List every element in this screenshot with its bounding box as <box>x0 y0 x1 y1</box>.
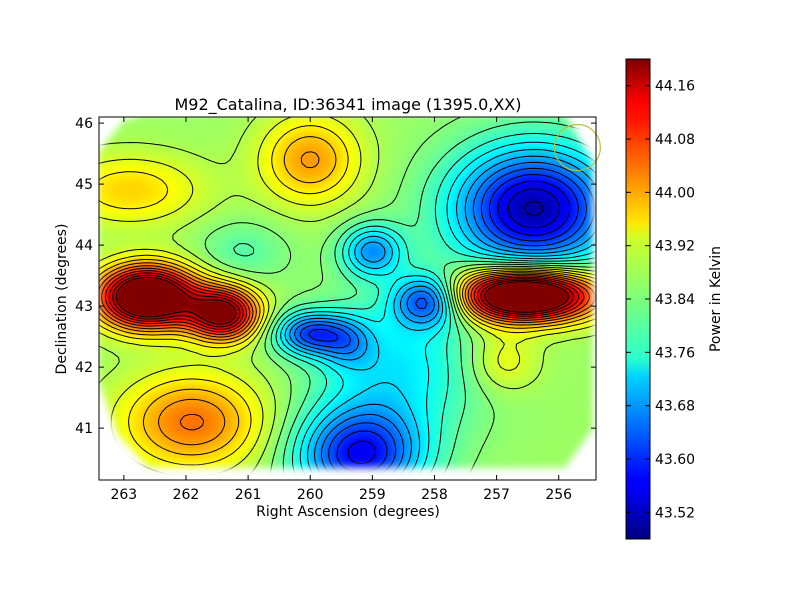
x-axis: 263 262 261 260 259 258 257 256 <box>110 117 572 503</box>
contour-line <box>284 149 596 480</box>
x-tick-label: 262 <box>173 487 200 503</box>
colorbar-tick-label: 44.16 <box>655 79 695 95</box>
contour-line <box>524 201 544 216</box>
contour-line <box>308 174 579 474</box>
contour-line <box>289 155 596 480</box>
contour-line <box>108 272 580 330</box>
contour-line <box>99 265 596 431</box>
x-tick-label: 259 <box>359 487 386 503</box>
contour-line <box>115 276 569 325</box>
x-axis-label: Right Ascension (degrees) <box>256 504 440 520</box>
colorbar-tick-label: 43.68 <box>655 399 695 415</box>
x-tick-label: 258 <box>421 487 448 503</box>
x-tick-label: 261 <box>235 487 262 503</box>
x-tick-label: 260 <box>297 487 324 503</box>
contour-line <box>280 141 596 480</box>
contour-line <box>233 121 596 480</box>
x-tick-label: 263 <box>110 487 137 503</box>
contour-line <box>112 274 574 328</box>
contour-line <box>99 136 596 456</box>
colorbar-tick-label: 44.00 <box>655 185 695 201</box>
contour-line <box>99 117 596 480</box>
colorbar-tick-label: 43.92 <box>655 239 695 255</box>
contour-line <box>204 117 596 480</box>
y-tick-label: 44 <box>75 238 93 254</box>
colorbar-tick-label: 43.60 <box>655 452 695 468</box>
contour-line <box>275 133 596 480</box>
y-axis: 41 42 43 44 45 46 <box>75 116 596 437</box>
contour-line <box>299 167 587 480</box>
y-axis-label: Declination (degrees) <box>54 224 70 375</box>
colorbar-label: Power in Kelvin <box>708 246 724 352</box>
colorbar-tick-label: 43.52 <box>655 505 695 521</box>
colorbar-tick-label: 43.84 <box>655 292 695 308</box>
y-tick-label: 45 <box>75 177 93 193</box>
y-tick-label: 41 <box>75 421 93 437</box>
colorbar-ticks: 43.52 43.60 43.68 43.76 43.84 43.92 44.00 44.08… <box>626 79 695 521</box>
plot-frame <box>98 116 597 481</box>
chart-title: M92_Catalina, ID:36341 image (1395.0,XX) <box>174 95 521 115</box>
y-tick-label: 42 <box>75 360 93 376</box>
contour-line <box>347 180 571 465</box>
beam-circle <box>553 123 601 172</box>
contour-line <box>104 270 585 333</box>
contour-line <box>507 188 560 229</box>
y-tick-label: 46 <box>75 116 93 132</box>
y-tick-label: 43 <box>75 299 93 315</box>
contour-line <box>101 267 590 335</box>
colorbar-tick-label: 43.76 <box>655 345 695 361</box>
colorbar-tick-label: 44.08 <box>655 132 695 148</box>
x-tick-label: 257 <box>483 487 510 503</box>
x-tick-label: 256 <box>545 487 572 503</box>
